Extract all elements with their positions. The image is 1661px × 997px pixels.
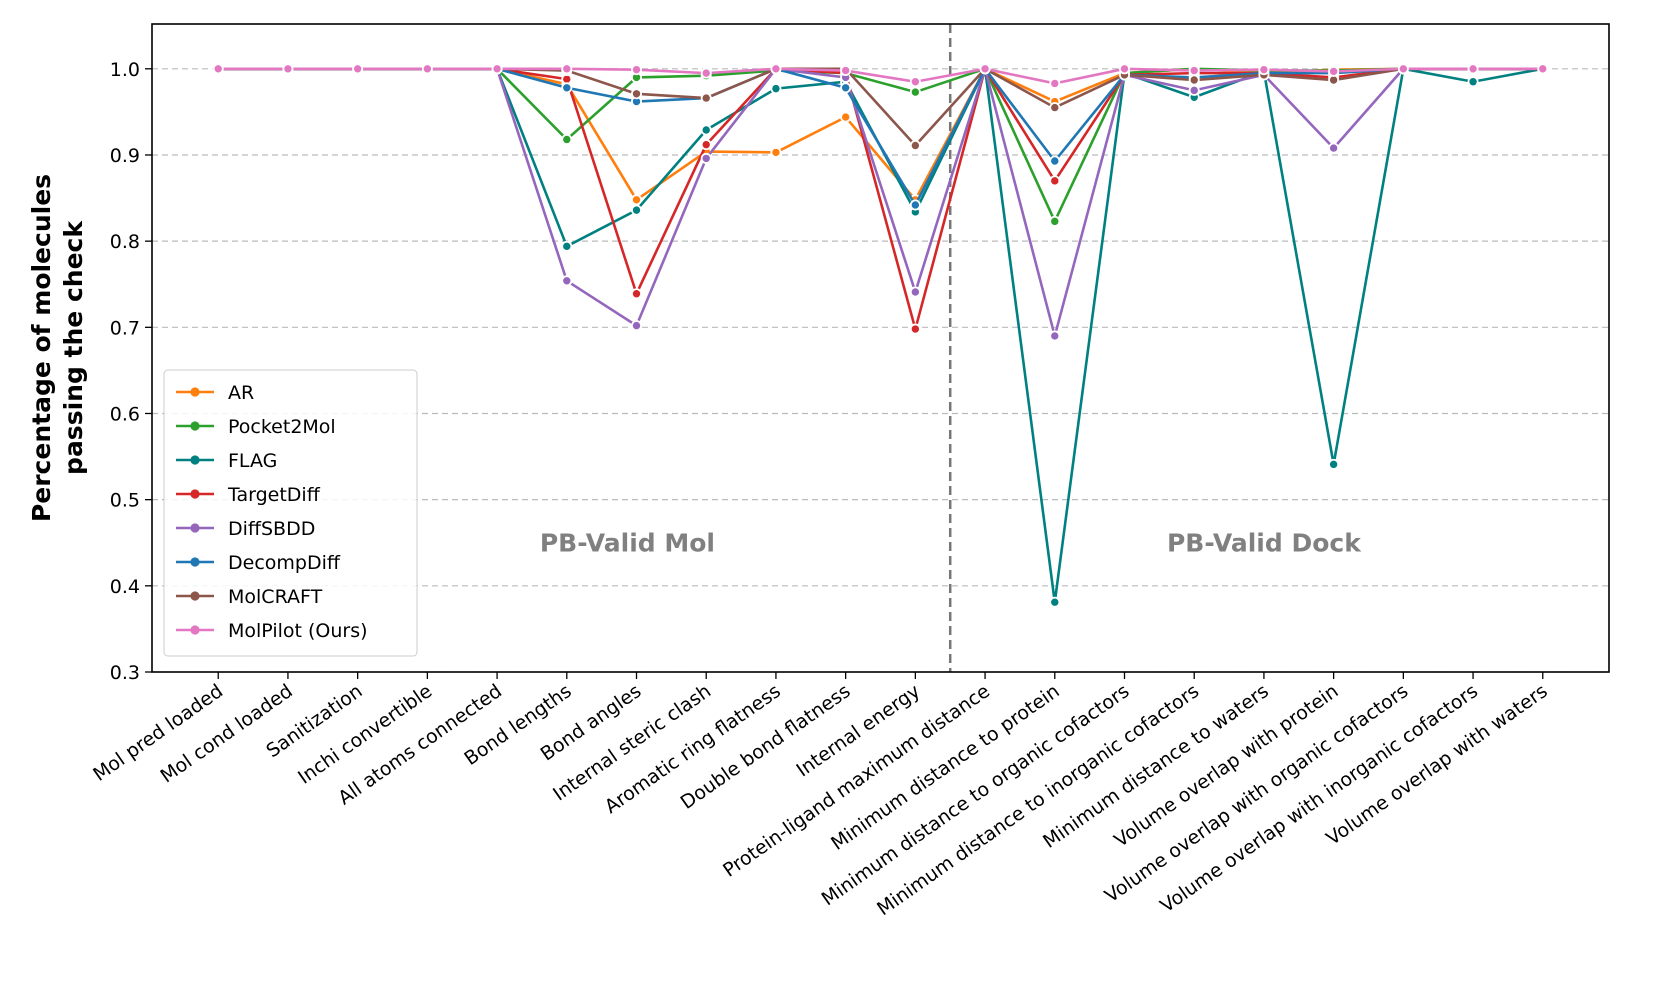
- y-tick-label: 0.4: [110, 576, 140, 598]
- y-tick-label: 0.8: [110, 231, 140, 253]
- data-point: [561, 82, 573, 94]
- series-line: [218, 67, 1543, 85]
- data-point: [352, 63, 364, 75]
- legend-marker: [190, 421, 200, 431]
- data-point: [561, 133, 573, 145]
- data-point: [909, 139, 921, 151]
- data-point: [770, 63, 782, 75]
- data-point: [491, 63, 503, 75]
- data-point: [1467, 76, 1479, 88]
- data-point: [1118, 63, 1130, 75]
- data-point: [840, 111, 852, 123]
- x-tick-label: Volume overlap with inorganic cofactors: [1156, 680, 1482, 917]
- y-tick-label: 0.5: [110, 490, 140, 512]
- legend-label: DiffSBDD: [228, 518, 315, 540]
- y-tick-label: 1.0: [110, 59, 140, 81]
- x-tick-label: Minimum distance to inorganic cofactors: [873, 680, 1203, 920]
- legend-label: AR: [228, 382, 254, 404]
- series-line: [218, 67, 1543, 148]
- legend-label: Pocket2Mol: [228, 416, 336, 438]
- data-point: [1049, 596, 1061, 608]
- data-point: [561, 63, 573, 75]
- data-point: [561, 240, 573, 252]
- data-point: [700, 139, 712, 151]
- data-point: [631, 204, 643, 216]
- data-point: [1049, 155, 1061, 167]
- data-point: [631, 88, 643, 100]
- data-point: [840, 82, 852, 94]
- data-point: [421, 63, 433, 75]
- data-point: [631, 64, 643, 76]
- y-tick-label: 0.6: [110, 403, 140, 425]
- data-point: [1049, 175, 1061, 187]
- data-point: [700, 124, 712, 136]
- plot-frame: [151, 23, 1610, 673]
- legend-label: DecompDiff: [228, 552, 341, 574]
- data-point: [561, 275, 573, 287]
- data-point: [700, 92, 712, 104]
- legend-box: [163, 369, 418, 657]
- data-point: [909, 86, 921, 98]
- data-point: [1537, 63, 1549, 75]
- data-point: [1397, 63, 1409, 75]
- y-tick-label: 0.7: [110, 317, 140, 339]
- y-axis-label: Percentage of molecules: [27, 174, 56, 522]
- data-point: [1328, 142, 1340, 154]
- data-point: [909, 286, 921, 298]
- legend-marker: [190, 489, 200, 499]
- data-point: [1467, 63, 1479, 75]
- annotation: PB-Valid Dock: [1167, 529, 1362, 558]
- annotation: PB-Valid Mol: [540, 529, 715, 558]
- data-point: [1049, 77, 1061, 89]
- data-point: [1328, 458, 1340, 470]
- data-point: [770, 146, 782, 158]
- legend-marker: [190, 625, 200, 635]
- legend-label: FLAG: [228, 450, 277, 472]
- data-point: [212, 63, 224, 75]
- data-point: [1049, 102, 1061, 114]
- data-point: [909, 323, 921, 335]
- data-point: [840, 65, 852, 77]
- data-point: [1049, 330, 1061, 342]
- data-point: [631, 194, 643, 206]
- data-point: [979, 63, 991, 75]
- legend-label: TargetDiff: [227, 484, 321, 506]
- legend-marker: [190, 557, 200, 567]
- legend: AR Pocket2Mol FLAG TargetDiff DiffSBDD Decomp…: [163, 369, 418, 657]
- y-tick-label: 0.3: [110, 662, 140, 684]
- data-point: [1049, 215, 1061, 227]
- legend-label: MolPilot (Ours): [228, 620, 368, 642]
- data-point: [700, 67, 712, 79]
- legend-marker: [190, 387, 200, 397]
- data-point: [700, 152, 712, 164]
- data-point: [1328, 65, 1340, 77]
- data-point: [1188, 84, 1200, 96]
- data-point: [770, 83, 782, 95]
- data-point: [1188, 65, 1200, 77]
- data-point: [282, 63, 294, 75]
- legend-marker: [190, 523, 200, 533]
- y-tick-label: 0.9: [110, 145, 140, 167]
- data-point: [909, 76, 921, 88]
- legend-marker: [190, 591, 200, 601]
- data-point: [909, 199, 921, 211]
- legend-marker: [190, 455, 200, 465]
- legend-label: MolCRAFT: [228, 586, 323, 608]
- data-point: [1188, 74, 1200, 86]
- data-point: [1258, 64, 1270, 76]
- data-point: [631, 320, 643, 332]
- data-point: [631, 288, 643, 300]
- y-axis-label: passing the check: [59, 220, 88, 475]
